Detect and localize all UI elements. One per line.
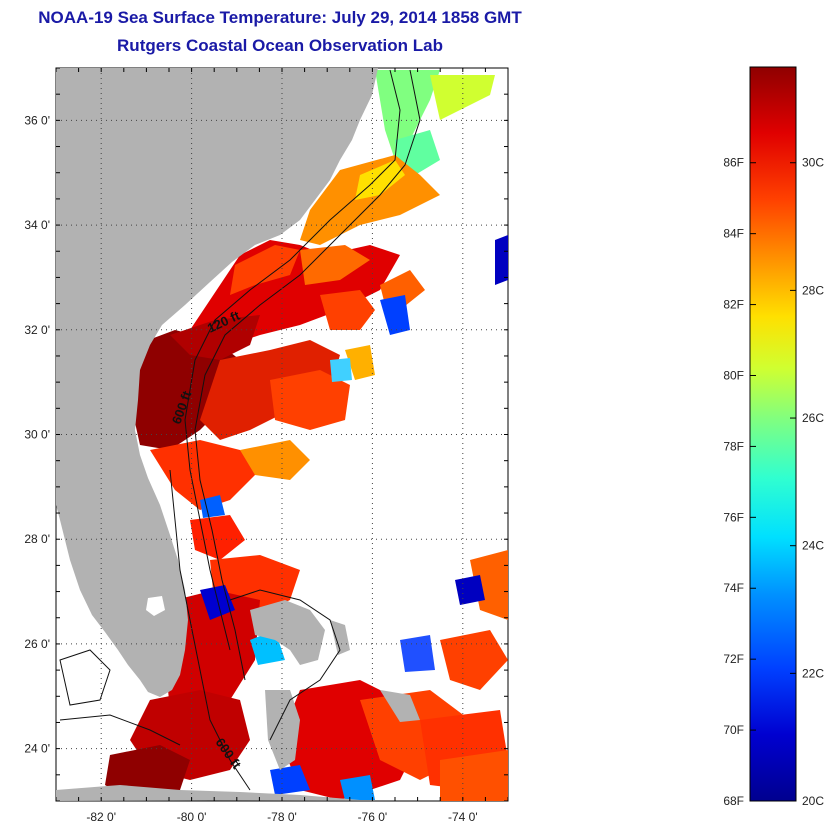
lon-tick-label: -82 0' — [86, 810, 116, 824]
colorbar-f-label: 84F — [723, 227, 744, 241]
colorbar-f-label: 78F — [723, 439, 744, 453]
longitude-axis: -82 0' -80 0' -78 0' -76 0' -74 0' — [55, 68, 509, 824]
colorbar-c-label: 30C — [802, 156, 824, 170]
colorbar-f-label: 86F — [723, 156, 744, 170]
colorbar-fahrenheit-labels: 86F 84F 82F 80F 78F 76F 74F 72F 70F 68F — [723, 156, 756, 808]
colorbar-f-label: 74F — [723, 581, 744, 595]
lat-tick-label: 30 0' — [24, 428, 50, 442]
bathymetry-contours — [59, 69, 421, 791]
colorbar-f-label: 68F — [723, 794, 744, 808]
lat-tick-label: 24 0' — [24, 742, 50, 756]
map-subtitle: Rutgers Coastal Ocean Observation Lab — [117, 36, 443, 55]
lon-tick-label: -78 0' — [267, 810, 297, 824]
lat-tick-label: 32 0' — [24, 323, 50, 337]
colorbar-f-label: 76F — [723, 510, 744, 524]
lon-tick-label: -74 0' — [448, 810, 478, 824]
colorbar-c-label: 20C — [802, 794, 824, 808]
colorbar-celsius-labels: 30C 28C 26C 24C 22C 20C — [790, 156, 824, 808]
colorbar-f-label: 82F — [723, 298, 744, 312]
lon-tick-label: -80 0' — [177, 810, 207, 824]
lake-okeechobee — [146, 596, 165, 616]
colorbar-c-label: 22C — [802, 666, 824, 680]
colorbar — [749, 66, 797, 802]
colorbar-c-label: 28C — [802, 283, 824, 297]
lon-tick-label: -76 0' — [358, 810, 388, 824]
lat-tick-label: 36 0' — [24, 113, 50, 127]
colorbar-f-label: 80F — [723, 368, 744, 382]
lat-tick-label: 34 0' — [24, 218, 50, 232]
lat-tick-label: 26 0' — [24, 637, 50, 651]
colorbar-f-label: 70F — [723, 723, 744, 737]
lat-tick-label: 28 0' — [24, 532, 50, 546]
gridlines — [56, 68, 508, 801]
colorbar-c-label: 26C — [802, 411, 824, 425]
colorbar-c-label: 24C — [802, 539, 824, 553]
map-title: NOAA-19 Sea Surface Temperature: July 29… — [38, 8, 522, 27]
latitude-axis: 36 0' 34 0' 32 0' 30 0' 28 0' 26 0' 24 0' — [24, 67, 508, 802]
colorbar-f-label: 72F — [723, 652, 744, 666]
